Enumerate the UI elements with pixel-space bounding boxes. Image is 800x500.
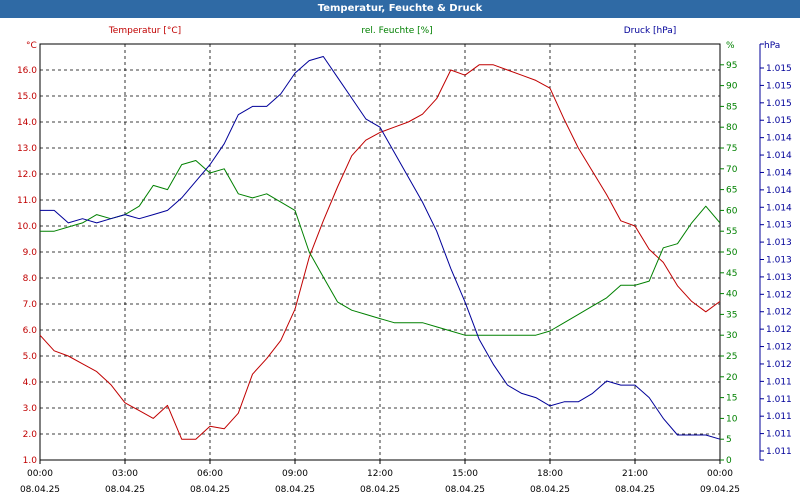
x-tick-label-time: 00:00	[27, 469, 53, 479]
temperature-tick-label: 15.0	[17, 92, 37, 102]
humidity-series-line	[40, 160, 721, 336]
pressure-tick-label: 1.012	[766, 290, 792, 300]
x-tick-label-time: 18:00	[537, 469, 563, 479]
humidity-tick-label: 75	[726, 144, 737, 154]
temperature-tick-label: 12.0	[17, 170, 37, 180]
pressure-tick-label: 1.014	[766, 168, 792, 178]
temperature-tick-label: 13.0	[17, 144, 37, 154]
pressure-tick-label: 1.014	[766, 186, 792, 196]
pressure-tick-label: 1.013	[766, 273, 792, 283]
x-tick-label-date: 08.04.25	[530, 485, 570, 495]
temperature-tick-label: 1.0	[23, 456, 38, 466]
x-tick-label-date: 08.04.25	[190, 485, 230, 495]
humidity-tick-label: 65	[726, 186, 737, 196]
humidity-tick-label: 55	[726, 227, 737, 237]
x-tick-label-time: 12:00	[367, 469, 393, 479]
humidity-tick-label: 35	[726, 310, 737, 320]
x-tick-label-date: 08.04.25	[20, 485, 60, 495]
pressure-tick-label: 1.015	[766, 116, 792, 126]
humidity-tick-label: 90	[726, 82, 738, 92]
temperature-tick-label: 2.0	[23, 430, 38, 440]
humidity-tick-label: 50	[726, 248, 738, 258]
x-tick-label-date: 08.04.25	[275, 485, 315, 495]
pressure-tick-label: 1.015	[766, 99, 792, 109]
pressure-tick-label: 1.011	[766, 447, 792, 457]
pressure-tick-label: 1.013	[766, 256, 792, 266]
pressure-tick-label: 1.011	[766, 377, 792, 387]
pressure-tick-label: 1.015	[766, 81, 792, 91]
temperature-tick-label: 10.0	[17, 222, 37, 232]
pressure-tick-label: 1.014	[766, 134, 792, 144]
window-title: Temperatur, Feuchte & Druck	[0, 0, 800, 18]
humidity-tick-label: 95	[726, 61, 737, 71]
temperature-series-line	[39, 64, 721, 440]
pressure-tick-label: 1.014	[766, 151, 792, 161]
x-tick-label-time: 06:00	[197, 469, 223, 479]
temperature-tick-label: 3.0	[23, 404, 38, 414]
pressure-tick-label: 1.014	[766, 203, 792, 213]
x-tick-label-time: 03:00	[112, 469, 138, 479]
x-tick-label-time: 09:00	[282, 469, 308, 479]
x-tick-label-date: 08.04.25	[445, 485, 485, 495]
pressure-unit-label: hPa	[764, 41, 780, 51]
temperature-tick-label: 5.0	[23, 352, 38, 362]
pressure-tick-label: 1.013	[766, 238, 792, 248]
humidity-tick-label: 60	[726, 206, 738, 216]
humidity-axis-label: rel. Feuchte [%]	[361, 26, 432, 36]
temperature-tick-label: 7.0	[23, 300, 38, 310]
temperature-tick-label: 14.0	[17, 118, 37, 128]
temperature-unit-label: °C	[26, 41, 37, 51]
temperature-tick-label: 9.0	[23, 248, 38, 258]
humidity-tick-label: 70	[726, 165, 738, 175]
temperature-tick-label: 4.0	[23, 378, 38, 388]
humidity-tick-label: 45	[726, 269, 737, 279]
humidity-tick-label: 30	[726, 331, 738, 341]
pressure-axis-label: Druck [hPa]	[624, 26, 677, 36]
humidity-tick-label: 10	[726, 414, 738, 424]
temperature-tick-label: 11.0	[17, 196, 37, 206]
humidity-unit-label: %	[726, 41, 735, 51]
x-tick-label-date: 08.04.25	[105, 485, 145, 495]
temperature-tick-label: 6.0	[23, 326, 38, 336]
temperature-tick-label: 16.0	[17, 66, 37, 76]
pressure-tick-label: 1.012	[766, 308, 792, 318]
humidity-tick-label: 0	[726, 456, 732, 466]
x-tick-label-time: 00:00	[707, 469, 733, 479]
x-tick-label-date: 08.04.25	[615, 485, 655, 495]
humidity-tick-label: 20	[726, 373, 738, 383]
x-tick-label-time: 21:00	[622, 469, 648, 479]
humidity-tick-label: 15	[726, 394, 737, 404]
temperature-axis-label: Temperatur [°C]	[108, 26, 181, 36]
x-tick-label-date: 08.04.25	[360, 485, 400, 495]
humidity-tick-label: 85	[726, 102, 737, 112]
x-tick-label-time: 15:00	[452, 469, 478, 479]
pressure-tick-label: 1.015	[766, 64, 792, 74]
pressure-tick-label: 1.011	[766, 412, 792, 422]
humidity-tick-label: 80	[726, 123, 738, 133]
pressure-tick-label: 1.011	[766, 395, 792, 405]
temperature-tick-label: 8.0	[23, 274, 38, 284]
pressure-tick-label: 1.011	[766, 430, 792, 440]
pressure-tick-label: 1.013	[766, 221, 792, 231]
pressure-tick-label: 1.012	[766, 343, 792, 353]
pressure-tick-label: 1.012	[766, 360, 792, 370]
x-tick-label-date: 09.04.25	[700, 485, 740, 495]
humidity-tick-label: 25	[726, 352, 737, 362]
humidity-tick-label: 40	[726, 290, 738, 300]
pressure-series-line	[40, 56, 721, 440]
humidity-tick-label: 5	[726, 435, 732, 445]
pressure-tick-label: 1.012	[766, 325, 792, 335]
